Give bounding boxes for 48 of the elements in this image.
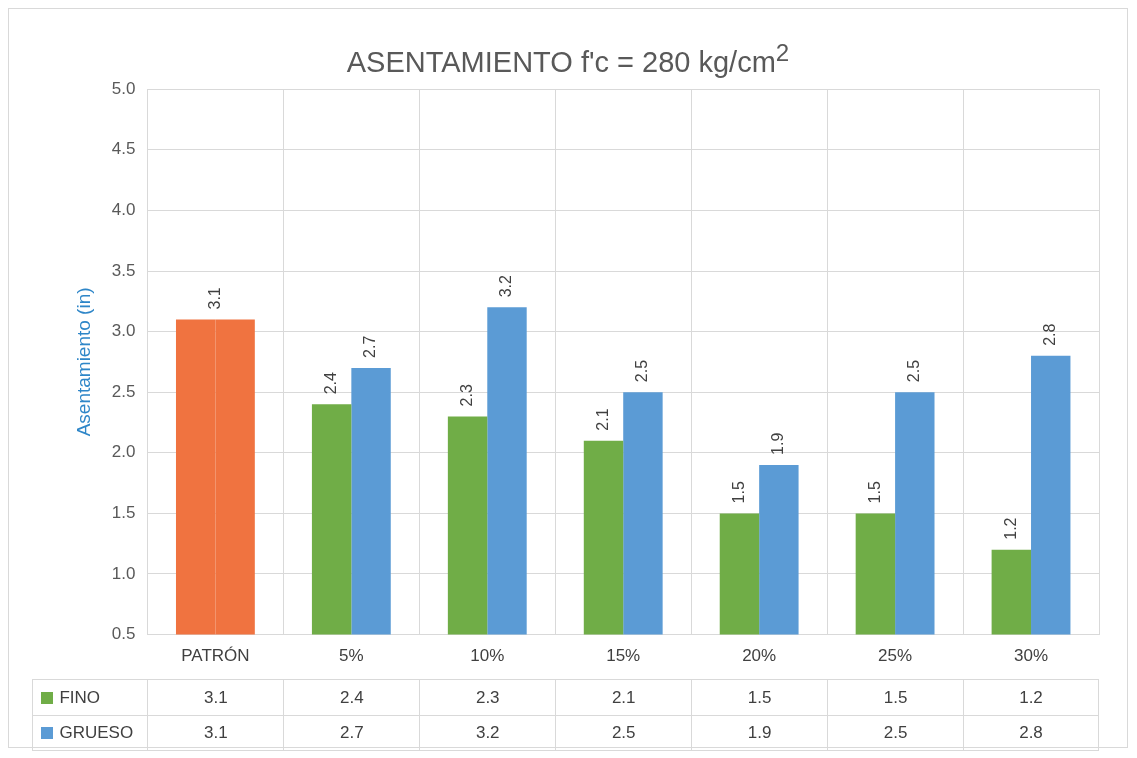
legend-label: GRUESO [59, 723, 134, 743]
y-axis-title: Asentamiento (in) [72, 287, 94, 437]
x-tick-label: 20% [742, 646, 777, 666]
y-tick-label: 0.5 [111, 624, 136, 644]
data-label: 1.9 [747, 723, 772, 743]
x-tick-label: 25% [878, 646, 913, 666]
y-tick-label: 4.0 [111, 200, 136, 220]
annotation: 3.2 [497, 275, 515, 298]
data-label: 3.1 [204, 723, 228, 743]
x-tick-label: 10% [470, 646, 505, 666]
y-tick-label: 3.5 [111, 260, 136, 280]
annotation: 3.1 [205, 287, 223, 310]
y-tick-label: 1.5 [111, 503, 136, 523]
annotation: 2.8 [1041, 323, 1059, 346]
data-label: 1.5 [747, 687, 772, 708]
annotation: 1.9 [769, 432, 787, 455]
data-label: 3.2 [475, 723, 500, 743]
x-tick-label: PATRÓN [181, 646, 250, 666]
chart-title: ASENTAMIENTO f'c = 280 kg/cm$^{2}$ [345, 38, 791, 78]
annotation: 1.2 [1001, 517, 1019, 540]
data-label: 2.5 [883, 723, 908, 743]
data-label: 2.1 [611, 687, 636, 708]
data-label: 2.7 [340, 723, 364, 743]
y-tick-label: 5.0 [111, 78, 136, 98]
y-tick-label: 4.5 [111, 139, 136, 159]
annotation: 2.1 [593, 408, 611, 431]
annotation: 1.5 [729, 481, 747, 504]
legend-label: FINO [59, 687, 101, 708]
data-label: 2.4 [340, 687, 364, 708]
data-label: 1.5 [883, 687, 908, 708]
annotation: 1.5 [865, 481, 883, 504]
data-label: 1.2 [1019, 687, 1043, 708]
y-tick-label: 3.0 [111, 321, 136, 341]
annotation: 2.7 [361, 335, 379, 358]
y-tick-label: 2.0 [111, 442, 136, 462]
annotation: 2.3 [457, 384, 475, 407]
data-label: 3.1 [204, 687, 228, 708]
x-tick-label: 15% [606, 646, 641, 666]
x-tick-label: 30% [1014, 646, 1049, 666]
annotation: 2.5 [633, 359, 651, 383]
y-tick-label: 1.0 [111, 563, 136, 583]
annotation: 2.4 [322, 371, 340, 395]
annotation: 2.5 [905, 359, 923, 383]
y-tick-label: 2.5 [111, 381, 136, 401]
x-tick-label: 5% [339, 646, 364, 666]
data-label: 2.5 [611, 723, 636, 743]
data-label: 2.3 [475, 687, 500, 708]
data-label: 2.8 [1019, 723, 1043, 743]
